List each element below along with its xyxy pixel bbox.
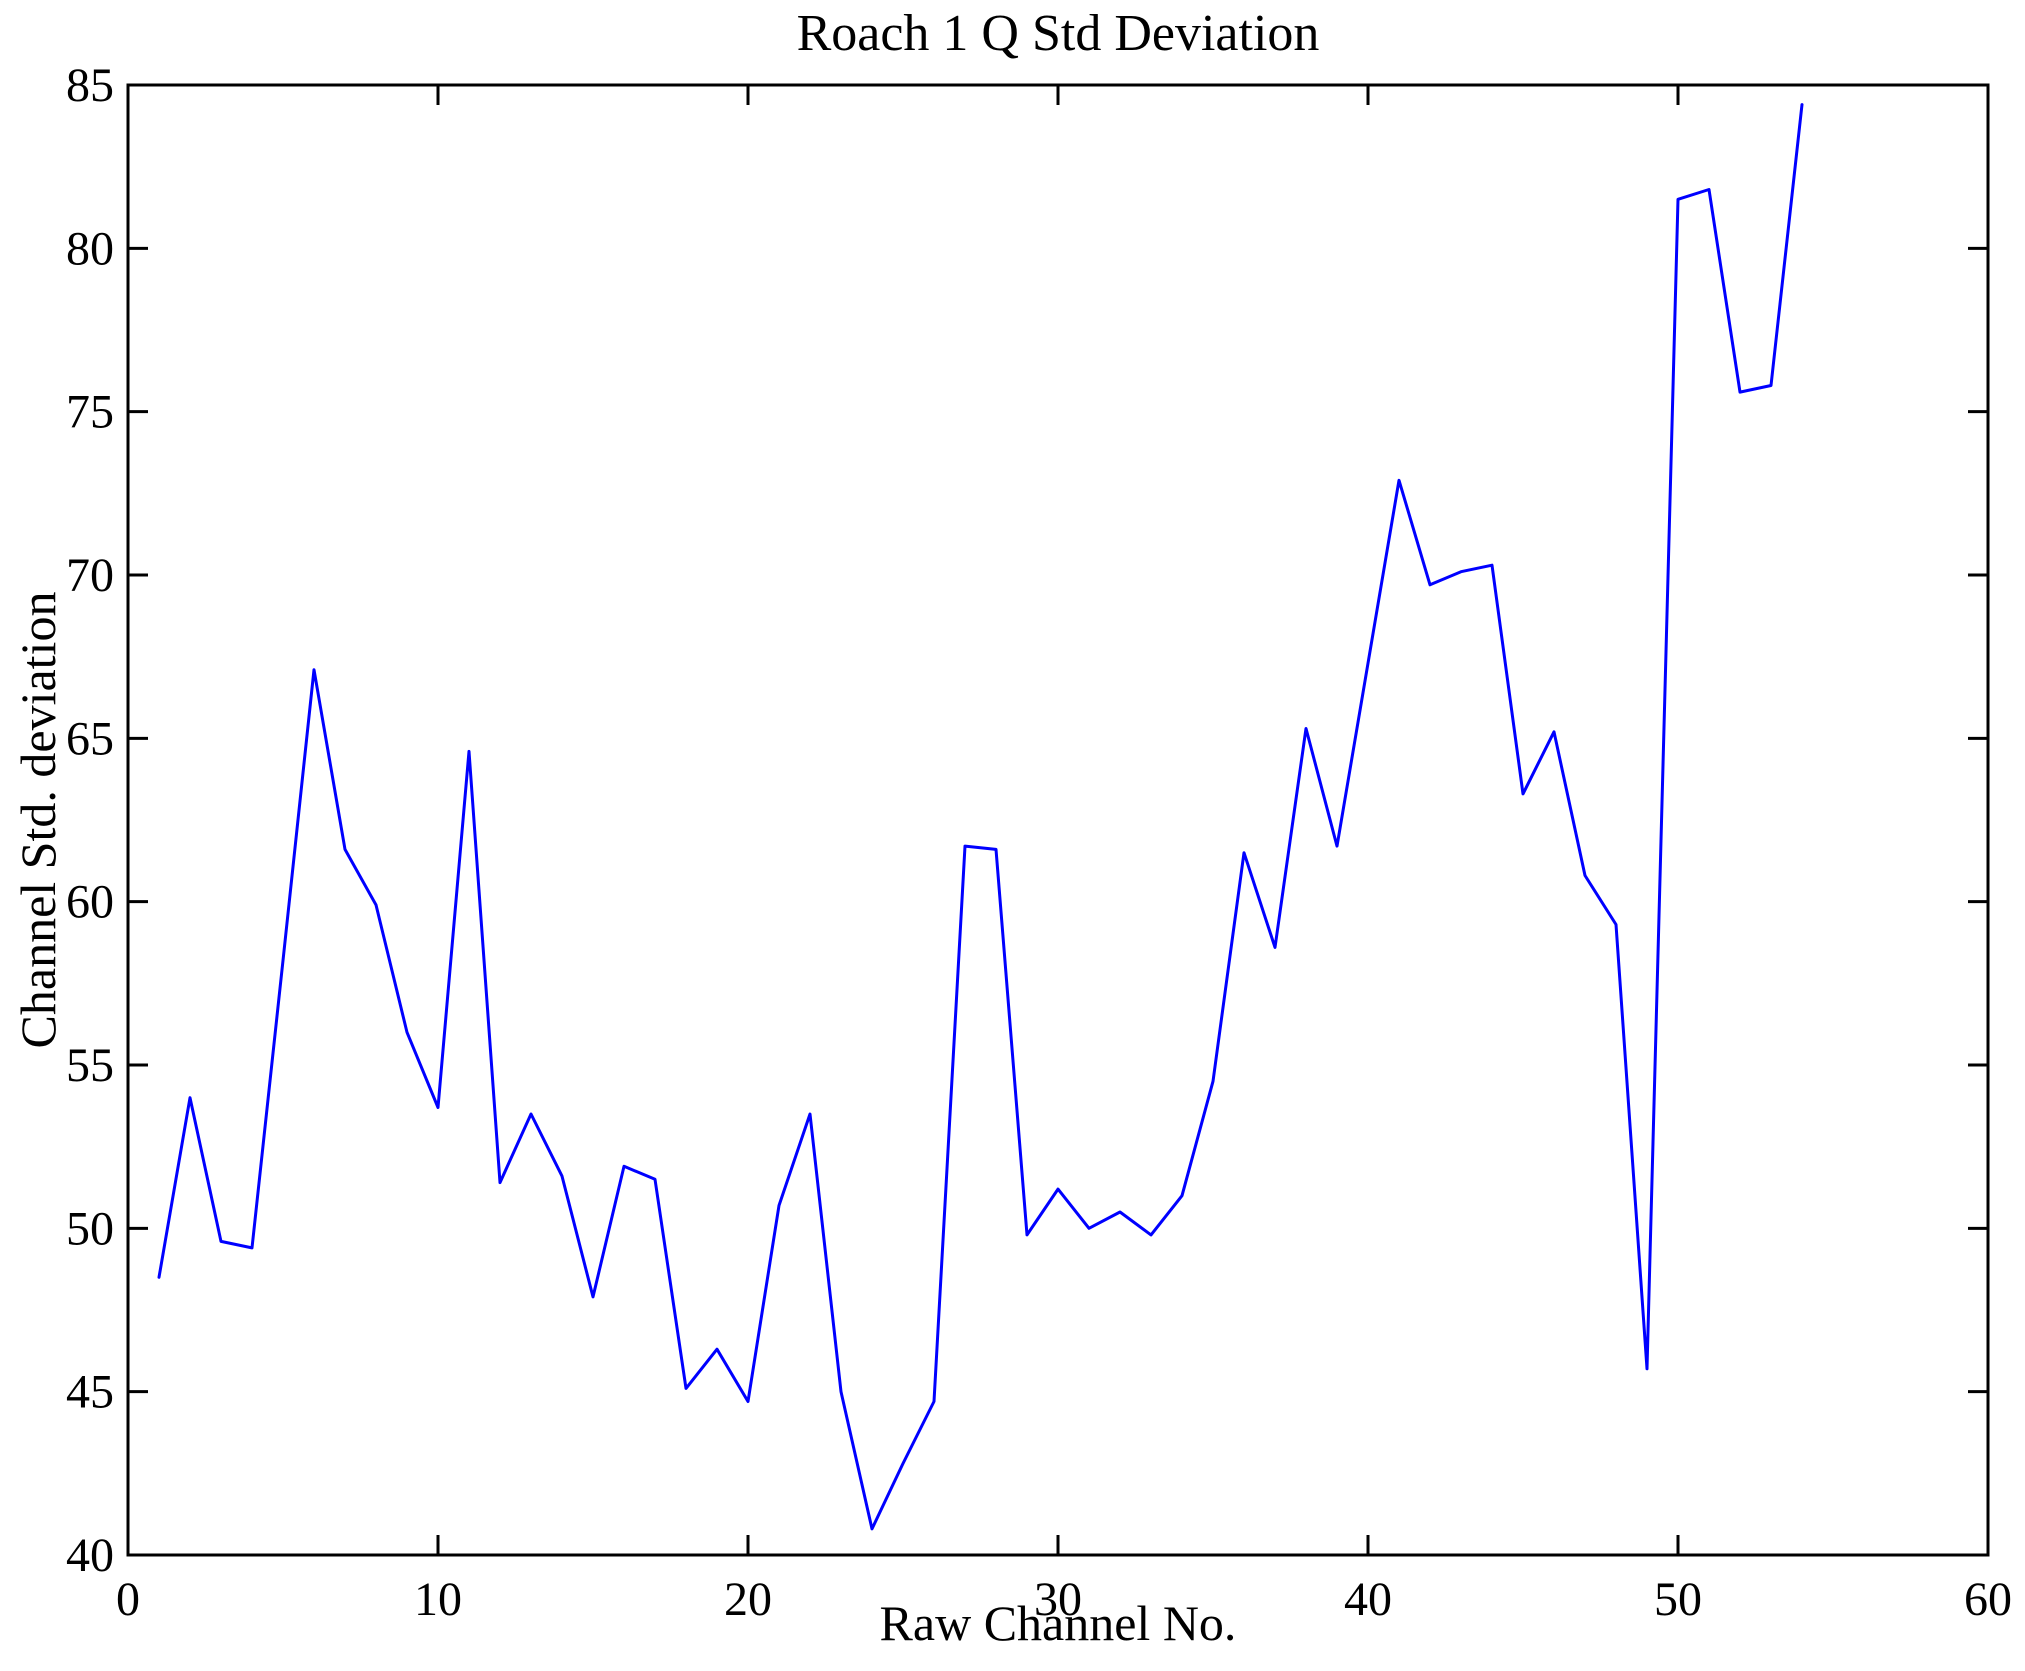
y-axis-label: Channel Std. deviation (10, 591, 66, 1049)
x-tick-label: 10 (414, 1573, 462, 1626)
x-tick-label: 30 (1034, 1573, 1082, 1626)
y-tick-label: 75 (66, 386, 114, 439)
y-tick-label: 70 (66, 549, 114, 602)
y-tick-label: 85 (66, 59, 114, 112)
x-tick-label: 40 (1344, 1573, 1392, 1626)
axis-frame (126, 83, 1990, 1557)
y-tick-label: 40 (66, 1529, 114, 1582)
data-line (157, 103, 1804, 1531)
chart-title: Roach 1 Q Std Deviation (796, 5, 1320, 62)
x-axis-label: Raw Channel No. (879, 1595, 1237, 1651)
y-tick-label: 55 (66, 1039, 114, 1092)
y-tick-label: 60 (66, 876, 114, 929)
x-tick-label: 50 (1654, 1573, 1702, 1626)
x-tick-label: 20 (724, 1573, 772, 1626)
x-tick-label: 60 (1964, 1573, 2012, 1626)
y-tick-label: 80 (66, 222, 114, 275)
y-tick-label: 65 (66, 712, 114, 765)
x-tick-label: 0 (116, 1573, 140, 1626)
y-tick-label: 50 (66, 1202, 114, 1255)
y-tick-label: 45 (66, 1366, 114, 1419)
